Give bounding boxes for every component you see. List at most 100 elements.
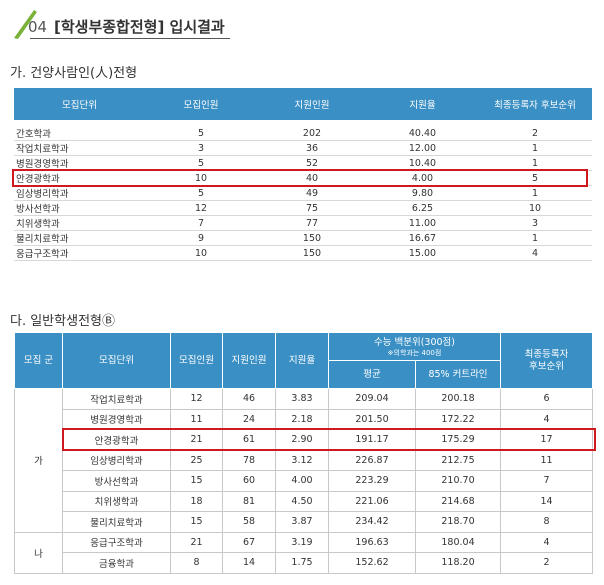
- cell: 196.63: [328, 531, 416, 553]
- table-row: 물리치료학과 9 150 16.67 1: [14, 230, 592, 246]
- cell: 118.20: [414, 552, 502, 574]
- table-row: 물리치료학과 15 58 3.87 234.42 218.70 8: [15, 511, 594, 533]
- cell: 9.80: [367, 185, 478, 201]
- header-title: 수능 백분위(300점): [374, 336, 456, 348]
- header-note: ※의학과는 400점: [387, 348, 442, 357]
- cell: 46: [222, 388, 276, 410]
- cell: 150: [257, 245, 367, 261]
- cell: 3: [478, 215, 592, 231]
- cell: 3.87: [275, 511, 329, 533]
- cell: 11: [500, 449, 594, 471]
- table-row: 금융학과 8 14 1.75 152.62 118.20 2: [15, 552, 594, 574]
- cell: 25: [170, 449, 223, 471]
- table-row: 치위생학과 18 81 4.50 221.06 214.68 14: [15, 490, 594, 512]
- cell: 2: [478, 126, 592, 141]
- slash-icon: [14, 10, 37, 39]
- highlight-box: [62, 428, 596, 451]
- cell: 180.04: [414, 531, 502, 553]
- cell: 4: [500, 408, 594, 430]
- cell: 금융학과: [62, 552, 171, 574]
- cell: 21: [170, 531, 223, 553]
- cell: 14: [500, 490, 594, 512]
- cell: 2.18: [275, 408, 329, 430]
- cell: 77: [257, 215, 367, 231]
- header-cell: 최종등록자 후보순위: [500, 332, 594, 389]
- cell: 201.50: [328, 408, 416, 430]
- cell: 작업치료학과: [62, 388, 171, 410]
- cell: 2: [500, 552, 594, 574]
- cell: 작업치료학과: [14, 140, 145, 156]
- cell: 물리치료학과: [14, 230, 145, 246]
- cell: 49: [257, 185, 367, 201]
- cell: 36: [257, 140, 367, 156]
- table-row: 임상병리학과 5 49 9.80 1: [14, 185, 592, 201]
- cell: 방사선학과: [14, 200, 145, 216]
- table-row: 작업치료학과 3 36 12.00 1: [14, 140, 592, 156]
- cell: 임상병리학과: [14, 185, 145, 201]
- group-cell: 가: [14, 388, 63, 533]
- cell: 75: [257, 200, 367, 216]
- cell: 치위생학과: [14, 215, 145, 231]
- header-cell: 모집단위: [14, 88, 145, 120]
- cell: 15.00: [367, 245, 478, 261]
- header-cell: 모집단위: [62, 332, 171, 389]
- title-underline: [30, 38, 230, 39]
- cell: 12.00: [367, 140, 478, 156]
- cell: 4.00: [275, 470, 329, 492]
- cell: 223.29: [328, 470, 416, 492]
- cell: 234.42: [328, 511, 416, 533]
- header-row: 모집 군 모집단위 모집인원 지원인원 지원율 수능 백분위(300점) ※의학과는 400…: [14, 332, 594, 389]
- cell: 40.40: [367, 126, 478, 141]
- cell: 6.25: [367, 200, 478, 216]
- cell: 병원경영학과: [62, 408, 171, 430]
- cell: 4: [500, 531, 594, 553]
- cell: 214.68: [414, 490, 502, 512]
- cell: 7: [145, 215, 257, 231]
- cell: 5: [145, 185, 257, 201]
- group-cell: 나: [14, 531, 63, 574]
- cell: 3: [145, 140, 257, 156]
- header-cell: 모집 군: [14, 332, 63, 389]
- cell: 221.06: [328, 490, 416, 512]
- cell: 150: [257, 230, 367, 246]
- cell: 응급구조학과: [62, 531, 171, 553]
- cell: 11: [170, 408, 223, 430]
- cell: 방사선학과: [62, 470, 171, 492]
- table-row: 나 응급구조학과 21 67 3.19 196.63 180.04 4: [14, 531, 594, 574]
- cell: 응급구조학과: [14, 245, 145, 261]
- cell: 4.50: [275, 490, 329, 512]
- cell: 15: [170, 511, 223, 533]
- table-row: 가 작업치료학과 12 46 3.83 209.04 200.18 6: [14, 388, 594, 533]
- cell: 3.12: [275, 449, 329, 471]
- table-row: 방사선학과 12 75 6.25 10: [14, 200, 592, 216]
- table-row: 간호학과 5 202 40.40 2: [14, 126, 592, 141]
- cell: 209.04: [328, 388, 416, 410]
- cell: 12: [170, 388, 223, 410]
- table-row: 응급구조학과 10 150 15.00 4: [14, 245, 592, 261]
- cell: 18: [170, 490, 223, 512]
- table-row: 안경광학과 21 61 2.90 191.17 175.29 17: [15, 429, 594, 451]
- cell: 58: [222, 511, 276, 533]
- cell: 24: [222, 408, 276, 430]
- header-row: 모집단위 모집인원 지원인원 지원율 최종등록자 후보순위: [14, 88, 592, 120]
- header-row: 평균 85% 커트라인: [15, 360, 593, 389]
- header-cell: 지원율: [367, 88, 478, 120]
- section-number: 04: [28, 18, 48, 36]
- cell: 8: [170, 552, 223, 574]
- section-title: 가. 건양사람인(人)전형: [10, 66, 138, 81]
- cell: 4: [478, 245, 592, 261]
- cell: 1: [478, 185, 592, 201]
- cell: 10: [145, 245, 257, 261]
- cell: 210.70: [414, 470, 502, 492]
- cell: 1: [478, 230, 592, 246]
- header-cell: 모집인원: [170, 332, 223, 389]
- header-cell: 모집인원: [145, 88, 257, 120]
- table-row: 임상병리학과 25 78 3.12 226.87 212.75 11: [15, 449, 594, 471]
- cell: 16.67: [367, 230, 478, 246]
- page-title: [학생부종합전형] 입시결과: [54, 18, 225, 36]
- cell: 3.19: [275, 531, 329, 553]
- cell: 3.83: [275, 388, 329, 410]
- cell: 임상병리학과: [62, 449, 171, 471]
